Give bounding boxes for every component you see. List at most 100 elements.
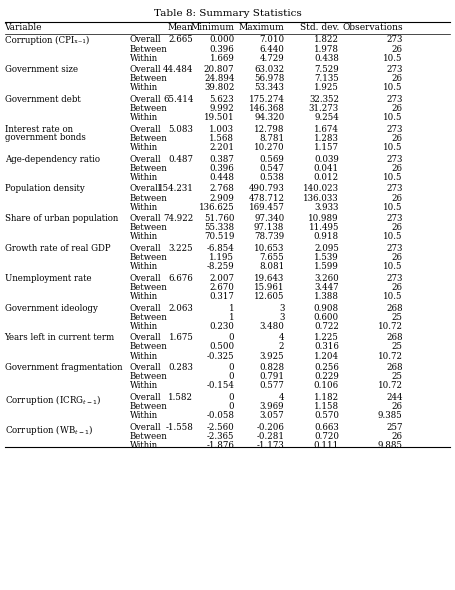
Text: 0.111: 0.111 — [314, 441, 339, 450]
Text: 0.570: 0.570 — [314, 411, 339, 420]
Text: Observations: Observations — [342, 23, 403, 32]
Text: Unemployment rate: Unemployment rate — [5, 274, 91, 283]
Text: 273: 273 — [386, 184, 403, 194]
Text: 2.007: 2.007 — [209, 274, 234, 283]
Text: 0: 0 — [229, 372, 234, 381]
Text: 10.5: 10.5 — [383, 54, 403, 63]
Text: 74.922: 74.922 — [163, 214, 193, 223]
Text: 56.978: 56.978 — [254, 74, 284, 83]
Text: Within: Within — [130, 173, 158, 182]
Text: Within: Within — [130, 381, 158, 391]
Text: 2.201: 2.201 — [209, 143, 234, 152]
Text: 0.448: 0.448 — [209, 173, 234, 182]
Text: Within: Within — [130, 143, 158, 152]
Text: Between: Between — [130, 313, 167, 322]
Text: 24.894: 24.894 — [204, 74, 234, 83]
Text: Maximum: Maximum — [238, 23, 284, 32]
Text: Government ideology: Government ideology — [5, 303, 97, 313]
Text: 0.487: 0.487 — [168, 155, 193, 163]
Text: 1.204: 1.204 — [314, 352, 339, 360]
Text: 1.157: 1.157 — [314, 143, 339, 152]
Text: Within: Within — [130, 262, 158, 271]
Text: 10.270: 10.270 — [254, 143, 284, 152]
Text: 9.385: 9.385 — [378, 411, 403, 420]
Text: -8.259: -8.259 — [207, 262, 234, 271]
Text: 0.722: 0.722 — [314, 322, 339, 331]
Text: 273: 273 — [386, 125, 403, 134]
Text: 140.023: 140.023 — [303, 184, 339, 194]
Text: 244: 244 — [386, 393, 403, 402]
Text: 0.538: 0.538 — [259, 173, 284, 182]
Text: 11.495: 11.495 — [308, 223, 339, 232]
Text: 8.081: 8.081 — [259, 262, 284, 271]
Text: -2.560: -2.560 — [207, 422, 234, 432]
Text: 10.72: 10.72 — [378, 322, 403, 331]
Text: 12.605: 12.605 — [254, 292, 284, 301]
Text: 10.5: 10.5 — [383, 113, 403, 122]
Text: 273: 273 — [386, 214, 403, 223]
Text: 3: 3 — [279, 303, 284, 313]
Text: 0.547: 0.547 — [259, 163, 284, 173]
Text: 1.158: 1.158 — [314, 402, 339, 411]
Text: Interest rate on: Interest rate on — [5, 125, 72, 134]
Text: 63.032: 63.032 — [254, 65, 284, 74]
Text: Overall: Overall — [130, 422, 162, 432]
Text: -0.281: -0.281 — [256, 432, 284, 441]
Text: 1.283: 1.283 — [314, 134, 339, 143]
Text: 31.273: 31.273 — [309, 104, 339, 113]
Text: Overall: Overall — [130, 214, 162, 223]
Text: Overall: Overall — [130, 95, 162, 104]
Text: -6.854: -6.854 — [207, 244, 234, 253]
Text: 10.5: 10.5 — [383, 173, 403, 182]
Text: Share of urban population: Share of urban population — [5, 214, 118, 223]
Text: 26: 26 — [392, 253, 403, 262]
Text: 0.012: 0.012 — [314, 173, 339, 182]
Text: Between: Between — [130, 104, 167, 113]
Text: Overall: Overall — [130, 184, 162, 194]
Text: Overall: Overall — [130, 125, 162, 134]
Text: 0.229: 0.229 — [314, 372, 339, 381]
Text: Between: Between — [130, 283, 167, 292]
Text: 0.791: 0.791 — [259, 372, 284, 381]
Text: 2: 2 — [279, 342, 284, 352]
Text: Between: Between — [130, 223, 167, 232]
Text: 1.675: 1.675 — [168, 333, 193, 342]
Text: 1.003: 1.003 — [209, 125, 234, 134]
Text: 478.712: 478.712 — [248, 194, 284, 202]
Text: Within: Within — [130, 352, 158, 360]
Text: Within: Within — [130, 54, 158, 63]
Text: 1.568: 1.568 — [209, 134, 234, 143]
Text: Within: Within — [130, 411, 158, 420]
Text: 0.041: 0.041 — [314, 163, 339, 173]
Text: 26: 26 — [392, 74, 403, 83]
Text: -2.365: -2.365 — [207, 432, 234, 441]
Text: Within: Within — [130, 292, 158, 301]
Text: 12.798: 12.798 — [254, 125, 284, 134]
Text: 0.283: 0.283 — [168, 363, 193, 372]
Text: Between: Between — [130, 163, 167, 173]
Text: 26: 26 — [392, 283, 403, 292]
Text: 8.781: 8.781 — [259, 134, 284, 143]
Text: 4: 4 — [279, 393, 284, 402]
Text: 7.010: 7.010 — [259, 35, 284, 44]
Text: 1: 1 — [229, 303, 234, 313]
Text: 1: 1 — [229, 313, 234, 322]
Text: Table 8: Summary Statistics: Table 8: Summary Statistics — [154, 9, 301, 18]
Text: 273: 273 — [386, 244, 403, 253]
Text: 10.5: 10.5 — [383, 143, 403, 152]
Text: 26: 26 — [392, 45, 403, 54]
Text: 26: 26 — [392, 194, 403, 202]
Text: 53.343: 53.343 — [254, 84, 284, 93]
Text: 10.5: 10.5 — [383, 292, 403, 301]
Text: 1.925: 1.925 — [314, 84, 339, 93]
Text: 1.182: 1.182 — [314, 393, 339, 402]
Text: 3.933: 3.933 — [314, 203, 339, 212]
Text: Population density: Population density — [5, 184, 84, 194]
Text: Government debt: Government debt — [5, 95, 80, 104]
Text: 0.317: 0.317 — [209, 292, 234, 301]
Text: 273: 273 — [386, 95, 403, 104]
Text: 10.72: 10.72 — [378, 352, 403, 360]
Text: Variable: Variable — [5, 23, 42, 32]
Text: 9.254: 9.254 — [314, 113, 339, 122]
Text: -0.154: -0.154 — [207, 381, 234, 391]
